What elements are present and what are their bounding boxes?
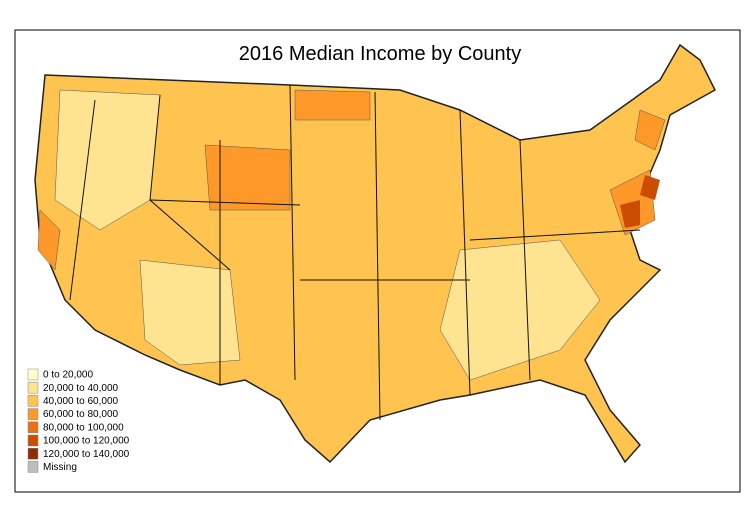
legend-label: 60,000 to 80,000 (43, 409, 119, 420)
state-borders (69, 84, 641, 421)
map-title: 2016 Median Income by County (239, 43, 521, 65)
legend-label: 120,000 to 140,000 (43, 449, 130, 460)
light-regions (54, 89, 601, 381)
legend-swatch (27, 368, 39, 381)
legend-swatch (27, 381, 39, 394)
legend-swatch (27, 447, 39, 460)
legend: 0 to 20,000 20,000 to 40,000 40,000 to 60,… (27, 368, 130, 473)
legend-label: 0 to 20,000 (43, 370, 93, 381)
legend-swatch (27, 395, 39, 407)
legend-label: Missing (43, 462, 77, 473)
legend-swatch (27, 421, 39, 434)
high-regions (620, 175, 660, 228)
legend-label: 100,000 to 120,000 (43, 436, 130, 447)
legend-label: 80,000 to 100,000 (43, 422, 124, 433)
legend-label: 40,000 to 60,000 (43, 396, 119, 407)
legend-swatch (27, 408, 39, 420)
legend-swatch (27, 434, 39, 447)
legend-swatch (27, 461, 39, 473)
dark-regions (37, 89, 666, 271)
legend-label: 20,000 to 40,000 (43, 383, 119, 394)
